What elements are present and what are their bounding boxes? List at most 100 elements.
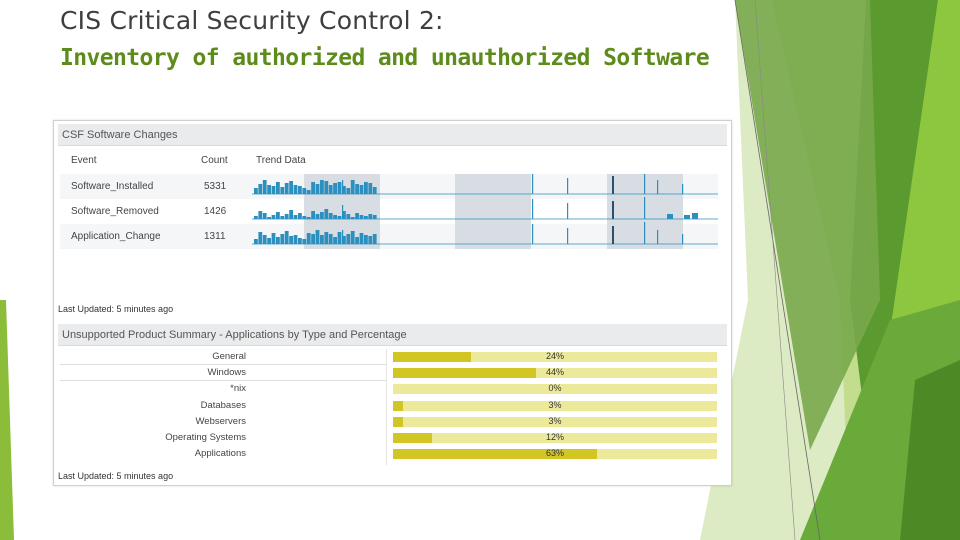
category-label: Operating Systems — [165, 432, 246, 443]
percentage-bar[interactable]: 0% — [393, 383, 717, 395]
sparkline-bar — [258, 232, 263, 244]
sparkline-spike — [532, 174, 534, 194]
sparkline-bar — [267, 217, 271, 219]
sparkline-bar — [337, 182, 342, 194]
sparkline-bar — [346, 214, 351, 219]
sparkline-bar — [368, 214, 373, 219]
column-divider — [386, 349, 387, 465]
sparkline-bar — [372, 187, 377, 194]
sparkline-bar — [692, 213, 698, 219]
sparkline-bar — [324, 209, 329, 219]
trend-sparkline-removed — [252, 197, 718, 220]
unsupported-summary-header: Unsupported Product Summary - Applicatio… — [58, 324, 727, 346]
column-header-count: Count — [201, 155, 228, 166]
sparkline-bar — [355, 237, 359, 244]
sparkline-bar — [684, 215, 690, 219]
sparkline-bar — [324, 181, 329, 194]
sparkline-bar — [320, 180, 324, 194]
sparkline-bar — [355, 213, 359, 219]
category-label: Applications — [194, 448, 246, 460]
sparkline-bar — [298, 238, 302, 244]
sparkline-spike — [644, 197, 646, 219]
sparkline-bar — [328, 213, 333, 219]
event-name: Software_Removed — [71, 206, 159, 217]
percentage-value: 3% — [548, 415, 562, 426]
sparkline-spike — [342, 205, 344, 219]
sparkline-bar — [271, 186, 276, 194]
sparkline-bar — [328, 234, 333, 244]
sparkline-bar — [280, 234, 285, 244]
sparkline-bar — [284, 231, 289, 244]
sparkline-bar — [254, 216, 258, 219]
last-updated-text: Last Updated: 5 minutes ago — [58, 471, 174, 481]
sparkline-bar — [306, 217, 311, 219]
sparkline-bar — [289, 210, 293, 219]
sparkline-bar — [667, 214, 673, 219]
sparkline-spike — [532, 199, 534, 219]
percentage-value: 0% — [548, 383, 562, 394]
percentage-value: 44% — [545, 367, 564, 378]
sparkline-bar — [280, 216, 285, 219]
sparkline-bar — [276, 237, 280, 244]
sparkline-spike — [682, 234, 684, 244]
sparkline-bar — [364, 182, 368, 194]
sparkline-bar — [302, 216, 307, 219]
sparkline-spike — [342, 180, 344, 194]
percentage-bar[interactable]: 24% — [393, 351, 717, 362]
percentage-bar-fill — [393, 449, 598, 460]
percentage-bar[interactable]: 12% — [393, 432, 717, 443]
left-decoration — [0, 300, 14, 540]
event-count: 1426 — [204, 206, 227, 217]
sparkline-bar — [350, 180, 355, 194]
sparkline-spike — [567, 178, 569, 194]
sparkline-bar — [289, 181, 293, 194]
sparkline-bar — [315, 214, 320, 219]
sparkline-bar — [271, 215, 276, 219]
sparkline-bar — [302, 239, 307, 244]
sparkline-bar — [342, 186, 346, 194]
sparkline-bar — [372, 215, 377, 219]
percentage-value: 63% — [545, 448, 564, 459]
sparkline-bar — [337, 216, 342, 219]
sparkline-spike — [612, 226, 614, 244]
category-label: Webservers — [195, 415, 246, 427]
sparkline-bar — [315, 184, 320, 194]
sparkline-bar — [368, 236, 373, 244]
percentage-bar-fill — [393, 416, 403, 427]
sparkline-spike — [567, 203, 569, 219]
sparkline-spike — [567, 228, 569, 244]
percentage-bar-fill — [393, 368, 536, 379]
sparkline-bar — [289, 236, 293, 244]
percentage-bar-fill — [393, 433, 432, 443]
sparkline-bar — [302, 188, 307, 194]
sparkline-bar — [298, 213, 302, 219]
sparkline-bar — [293, 215, 298, 219]
sparkline-spike — [612, 176, 614, 194]
sparkline-bar — [311, 211, 315, 219]
sparkline-bar — [311, 182, 315, 194]
sparkline-bar — [359, 233, 364, 244]
percentage-bar[interactable]: 3% — [393, 415, 717, 427]
sparkline-spike — [532, 224, 534, 244]
category-label: *nix — [230, 383, 246, 395]
sparkline-bar — [280, 187, 285, 194]
sparkline-spike — [644, 222, 646, 244]
sparkline-bar — [284, 214, 289, 219]
event-name: Software_Installed — [71, 181, 154, 192]
percentage-bar[interactable]: 63% — [393, 448, 717, 460]
sparkline-bar — [324, 232, 329, 244]
percentage-bar[interactable]: 3% — [393, 400, 717, 411]
sparkline-bar — [346, 188, 351, 194]
sparkline-bar — [267, 238, 271, 244]
sparkline-bar — [364, 216, 368, 219]
event-name: Application_Change — [71, 231, 161, 242]
sparkline-bar — [306, 190, 311, 194]
sparkline-bar — [368, 183, 373, 194]
sparkline-bar — [267, 185, 271, 194]
percentage-bar[interactable]: 44% — [393, 367, 717, 379]
sparkline-bar — [359, 215, 364, 219]
sparkline-bar — [271, 233, 276, 244]
slide-title: CIS Critical Security Control 2: — [60, 6, 444, 35]
percentage-bar-fill — [393, 400, 403, 411]
trend-sparklines — [252, 174, 718, 249]
